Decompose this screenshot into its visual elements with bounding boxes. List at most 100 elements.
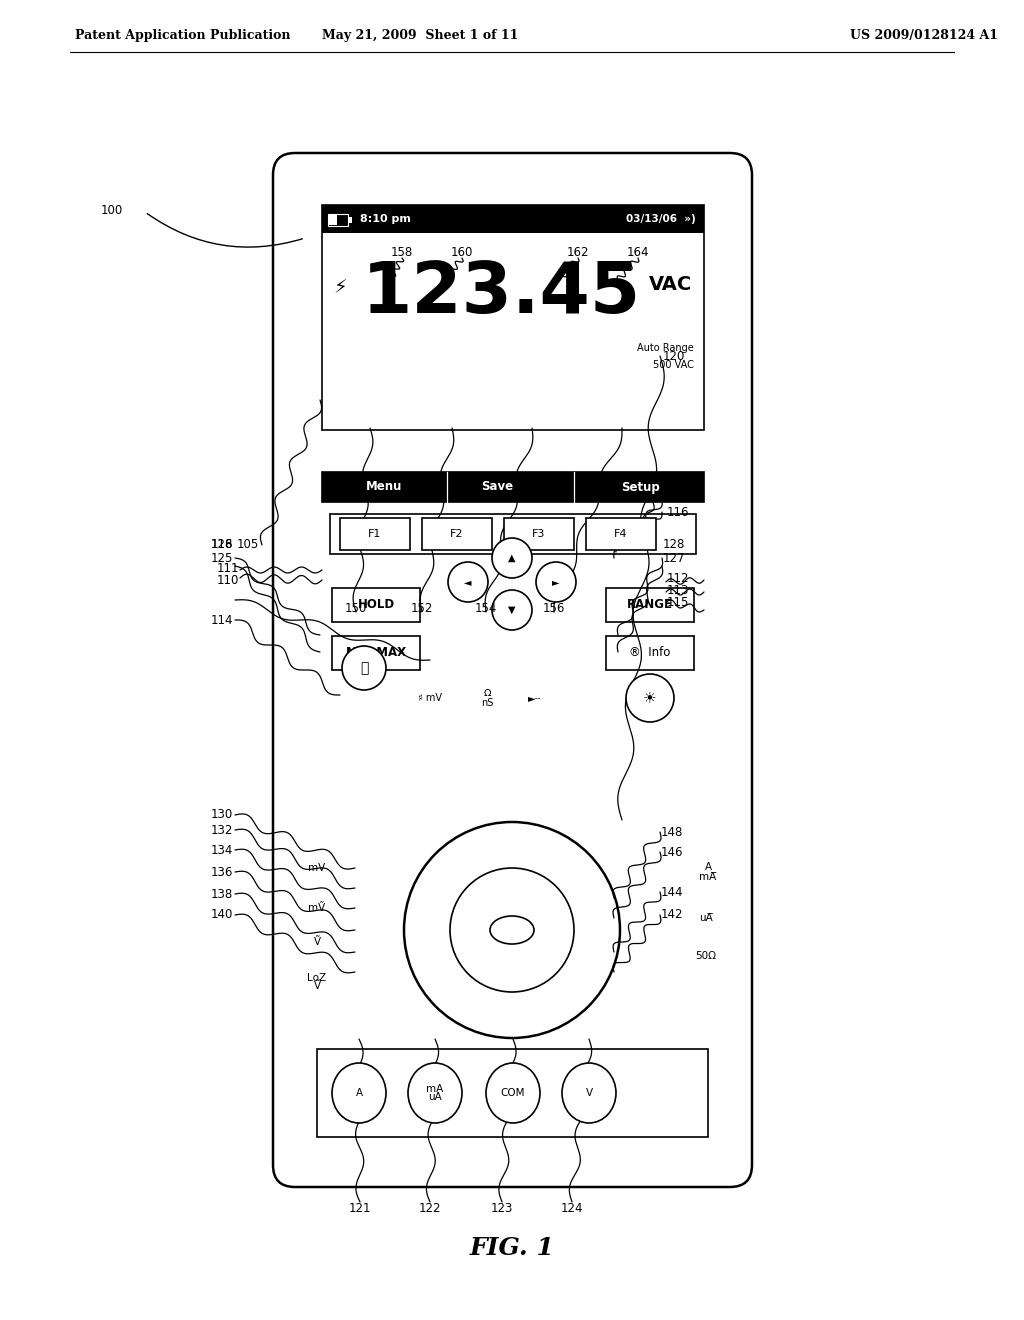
Text: Menu: Menu bbox=[366, 480, 402, 494]
Bar bbox=[332, 636, 420, 671]
Bar bbox=[606, 636, 694, 671]
Bar bbox=[586, 517, 656, 550]
Ellipse shape bbox=[486, 1063, 540, 1123]
Text: 100: 100 bbox=[101, 203, 123, 216]
Ellipse shape bbox=[332, 1063, 386, 1123]
Text: 113: 113 bbox=[667, 583, 689, 597]
Text: 146: 146 bbox=[660, 846, 683, 858]
Text: ⏻: ⏻ bbox=[359, 661, 369, 675]
Bar bbox=[328, 214, 348, 226]
Text: ◄: ◄ bbox=[464, 577, 472, 587]
Text: 128: 128 bbox=[663, 539, 685, 552]
Text: 03/13/06  »): 03/13/06 ») bbox=[627, 214, 696, 224]
Text: Setup: Setup bbox=[621, 480, 659, 494]
Text: 154: 154 bbox=[475, 602, 498, 615]
Text: Patent Application Publication: Patent Application Publication bbox=[75, 29, 291, 41]
Text: VAC: VAC bbox=[649, 276, 692, 294]
Text: 142: 142 bbox=[660, 908, 683, 921]
Text: ►┈: ►┈ bbox=[528, 693, 542, 704]
Text: Ṽ: Ṽ bbox=[313, 937, 321, 946]
Text: 115: 115 bbox=[667, 595, 689, 609]
Text: F3: F3 bbox=[532, 529, 546, 539]
Text: ☀: ☀ bbox=[643, 690, 656, 705]
Text: Save: Save bbox=[481, 480, 513, 494]
Text: FIG. 1: FIG. 1 bbox=[470, 1236, 554, 1261]
Text: HOLD: HOLD bbox=[357, 598, 394, 611]
Text: 158: 158 bbox=[391, 246, 413, 259]
Text: US 2009/0128124 A1: US 2009/0128124 A1 bbox=[850, 29, 998, 41]
Text: ▼: ▼ bbox=[508, 605, 516, 615]
Text: COM: COM bbox=[501, 1088, 525, 1098]
Text: 123: 123 bbox=[490, 1201, 513, 1214]
Text: LoZ
Ṽ: LoZ Ṽ bbox=[307, 973, 327, 991]
Text: 123.45: 123.45 bbox=[362, 259, 641, 327]
Text: mṼ: mṼ bbox=[308, 903, 326, 913]
Bar bbox=[332, 587, 420, 622]
Text: 112: 112 bbox=[667, 572, 689, 585]
Text: 134: 134 bbox=[211, 843, 233, 857]
Text: 50Ω: 50Ω bbox=[695, 950, 717, 961]
Circle shape bbox=[492, 590, 532, 630]
Bar bbox=[606, 587, 694, 622]
Text: 125: 125 bbox=[211, 552, 233, 565]
Text: 118: 118 bbox=[211, 539, 233, 552]
Bar bbox=[322, 205, 705, 234]
Text: F1: F1 bbox=[369, 529, 382, 539]
Text: 140: 140 bbox=[211, 908, 233, 921]
FancyBboxPatch shape bbox=[273, 153, 752, 1187]
Bar bbox=[348, 216, 352, 223]
Text: RANGE: RANGE bbox=[627, 598, 673, 611]
Text: May 21, 2009  Sheet 1 of 11: May 21, 2009 Sheet 1 of 11 bbox=[322, 29, 518, 41]
Text: A: A bbox=[355, 1088, 362, 1098]
Text: 8:10 pm: 8:10 pm bbox=[360, 214, 411, 224]
Text: 164: 164 bbox=[627, 246, 649, 259]
Text: 132: 132 bbox=[211, 824, 233, 837]
Text: 110: 110 bbox=[217, 574, 240, 587]
Text: 124: 124 bbox=[561, 1201, 584, 1214]
Circle shape bbox=[492, 539, 532, 578]
Text: 500 VAC: 500 VAC bbox=[653, 360, 694, 370]
Text: ®  Info: ® Info bbox=[630, 647, 671, 660]
Text: A
mA̅̅: A mA̅̅ bbox=[699, 862, 717, 882]
Text: MIN MAX: MIN MAX bbox=[346, 647, 407, 660]
Text: ▲: ▲ bbox=[508, 553, 516, 564]
Text: 156: 156 bbox=[543, 602, 565, 615]
Text: 160: 160 bbox=[451, 246, 473, 259]
Text: ►: ► bbox=[552, 577, 560, 587]
Text: 162: 162 bbox=[566, 246, 589, 259]
Text: F4: F4 bbox=[614, 529, 628, 539]
Bar bbox=[329, 215, 337, 224]
Text: 150: 150 bbox=[345, 602, 368, 615]
Text: 138: 138 bbox=[211, 887, 233, 900]
Text: 126: 126 bbox=[211, 539, 233, 552]
Text: 120: 120 bbox=[663, 350, 685, 363]
Text: 119: 119 bbox=[663, 478, 685, 491]
Text: 122: 122 bbox=[419, 1201, 441, 1214]
Bar bbox=[322, 205, 705, 430]
Circle shape bbox=[342, 645, 386, 690]
Bar bbox=[317, 1049, 708, 1137]
Ellipse shape bbox=[408, 1063, 462, 1123]
Bar bbox=[322, 473, 705, 502]
Text: ⚡: ⚡ bbox=[333, 279, 347, 297]
Text: 136: 136 bbox=[211, 866, 233, 879]
Text: Auto Range: Auto Range bbox=[637, 343, 694, 352]
Text: 130: 130 bbox=[211, 808, 233, 821]
Text: 105: 105 bbox=[237, 539, 259, 552]
Text: mA
uA: mA uA bbox=[426, 1084, 443, 1102]
Circle shape bbox=[404, 822, 620, 1038]
Text: 121: 121 bbox=[349, 1201, 372, 1214]
Bar bbox=[422, 517, 492, 550]
Circle shape bbox=[449, 562, 488, 602]
Ellipse shape bbox=[562, 1063, 616, 1123]
Ellipse shape bbox=[490, 916, 534, 944]
Text: 111: 111 bbox=[217, 561, 240, 574]
Text: 117: 117 bbox=[663, 491, 685, 504]
Text: Ω
nS: Ω nS bbox=[481, 689, 494, 708]
Bar bbox=[504, 517, 574, 550]
Bar bbox=[340, 517, 410, 550]
Circle shape bbox=[450, 869, 574, 993]
Text: ♯ mV: ♯ mV bbox=[418, 693, 442, 704]
Text: 144: 144 bbox=[660, 886, 683, 899]
Text: 116: 116 bbox=[667, 506, 689, 519]
